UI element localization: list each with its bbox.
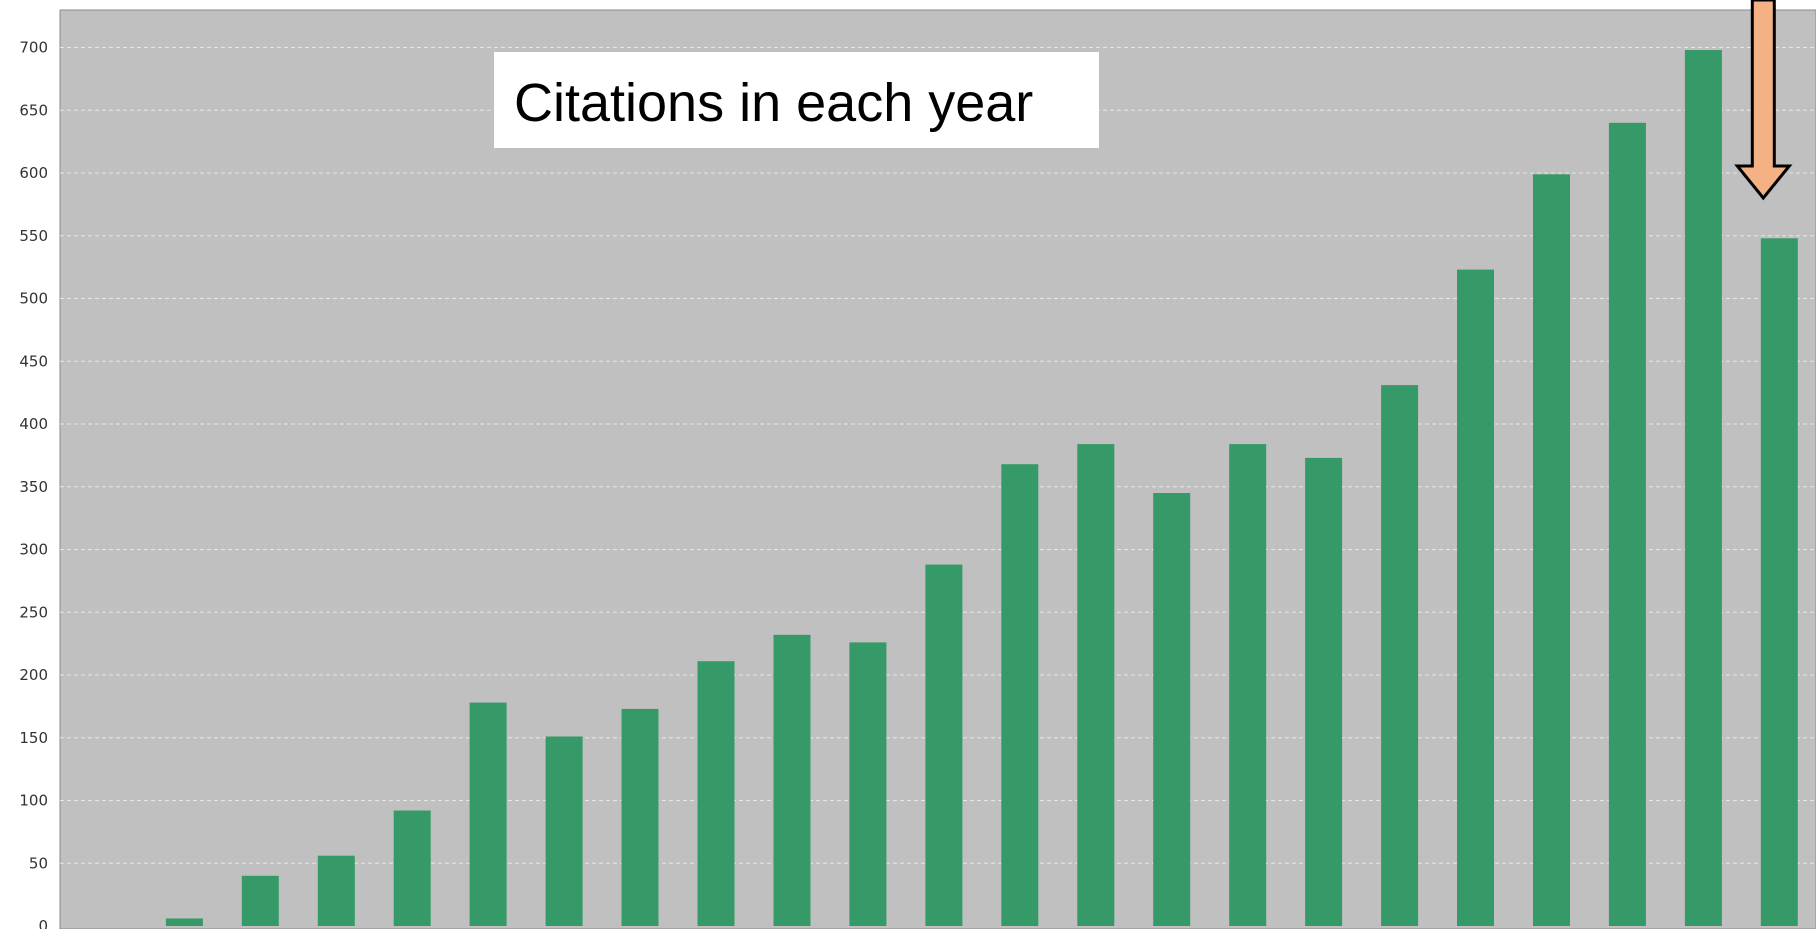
- y-tick-label: 100: [19, 792, 48, 810]
- y-tick-label: 50: [29, 854, 48, 872]
- bar: [393, 810, 431, 926]
- bar: [1305, 457, 1343, 926]
- y-tick-label: 200: [19, 666, 48, 684]
- bar: [1077, 444, 1115, 926]
- y-tick-label: 300: [19, 541, 48, 559]
- y-tick-label: 500: [19, 290, 48, 308]
- title-background: [494, 52, 1099, 148]
- down-arrow-annotation: [1734, 0, 1793, 201]
- bar: [317, 855, 355, 926]
- chart-title-box: Citations in each year: [494, 52, 1099, 148]
- y-tick-label: 550: [19, 227, 48, 245]
- bar: [1457, 269, 1494, 927]
- y-tick-label: 350: [19, 478, 48, 496]
- bar: [545, 736, 583, 926]
- bar: [697, 661, 735, 926]
- bar: [165, 918, 203, 926]
- y-tick-label: 400: [19, 415, 48, 433]
- y-tick-label: 250: [19, 603, 48, 621]
- bar: [1533, 174, 1570, 927]
- y-tick-label: 0: [38, 917, 48, 929]
- bar: [925, 564, 963, 926]
- bar: [1001, 464, 1039, 926]
- y-axis-ticks: 0 50 100 150 200 250 300 350 400 450 500 550 600 650 7…: [19, 39, 48, 929]
- y-tick-label: 600: [19, 164, 48, 182]
- y-tick-label: 450: [19, 352, 48, 370]
- bar: [1153, 493, 1191, 926]
- y-tick-label: 650: [19, 101, 48, 119]
- bars: [165, 50, 1798, 927]
- bar: [469, 702, 507, 926]
- bar: [241, 875, 279, 926]
- bar: [849, 642, 887, 926]
- bar: [1608, 122, 1646, 927]
- bar: [1229, 444, 1267, 926]
- y-tick-label: 700: [19, 39, 48, 57]
- bar: [1760, 238, 1798, 927]
- y-tick-label: 150: [19, 729, 48, 747]
- bar: [773, 634, 811, 926]
- chart-title: Citations in each year: [514, 73, 1033, 133]
- bar: [621, 708, 659, 926]
- bar: [1381, 385, 1419, 927]
- bar: [1684, 50, 1722, 926]
